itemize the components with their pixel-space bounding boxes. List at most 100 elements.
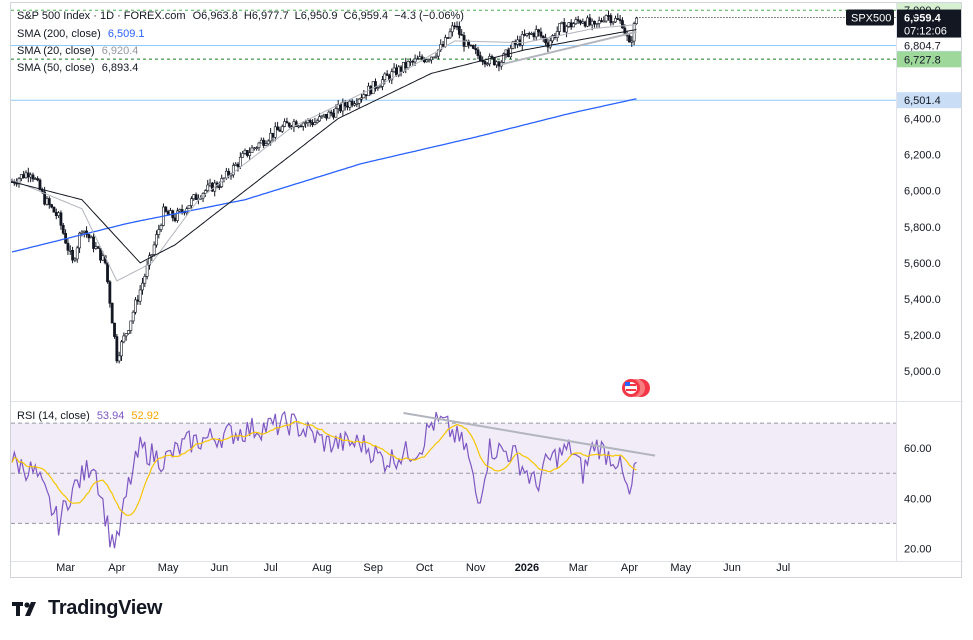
candle-body xyxy=(546,42,550,48)
candle-body xyxy=(206,184,210,191)
candle-body xyxy=(264,143,268,146)
candle-body xyxy=(313,122,317,126)
candle-body xyxy=(124,333,128,337)
rsi-axis-tick-2: 60.00 xyxy=(904,443,932,455)
candle-body xyxy=(343,101,347,107)
candle-body xyxy=(383,73,387,81)
indicator-sma20[interactable]: SMA (20, close) 6,920.4 xyxy=(17,45,138,57)
candle-body xyxy=(355,102,359,105)
candle-body xyxy=(611,21,615,24)
time-axis-tick-8: Nov xyxy=(466,562,486,574)
candle-body xyxy=(350,100,354,106)
sma50-label: SMA (50, close) xyxy=(17,62,95,74)
candle-body xyxy=(248,152,252,156)
candle-body xyxy=(551,35,554,42)
sma-line-20 xyxy=(11,24,637,282)
candle-body xyxy=(143,276,147,284)
indicator-sma200[interactable]: SMA (200, close) 6,509.1 xyxy=(17,28,145,40)
candle-body xyxy=(54,211,58,216)
sma200-label: SMA (200, close) xyxy=(17,28,101,40)
time-axis-tick-11: Apr xyxy=(621,562,638,574)
candle-body xyxy=(29,174,33,178)
candle-body xyxy=(429,56,433,61)
level-tag-3: 6,727.8 xyxy=(897,51,961,68)
candle-body xyxy=(492,57,496,66)
candle-body xyxy=(416,58,419,61)
candle-body xyxy=(266,140,270,145)
candle-body xyxy=(262,139,266,146)
candle-body xyxy=(525,33,529,36)
time-axis-tick-6: Sep xyxy=(363,562,383,574)
sma20-value: 6,920.4 xyxy=(101,45,139,57)
price-axis-tick-1: 5,200.0 xyxy=(904,330,941,342)
sma20-label: SMA (20, close) xyxy=(17,45,95,57)
candle-body xyxy=(411,60,415,63)
rsi-value: 53.94 xyxy=(96,410,125,422)
candle-body xyxy=(141,282,144,291)
symbol-title: S&P 500 Index · 1D · FOREX.com xyxy=(17,10,186,22)
candle-body xyxy=(280,126,284,132)
price-axis-tick-0: 5,000.0 xyxy=(904,366,941,378)
candle-body xyxy=(138,289,142,302)
candle-body xyxy=(399,66,403,72)
candle-body xyxy=(89,236,93,239)
candle-body xyxy=(159,225,163,230)
candle-body xyxy=(562,22,566,33)
candle-body xyxy=(593,20,596,25)
indicator-sma50[interactable]: SMA (50, close) 6,893.4 xyxy=(17,62,138,74)
candle-body xyxy=(574,19,578,25)
candle-body xyxy=(192,194,196,200)
candle-body xyxy=(36,178,40,181)
candle-body xyxy=(148,255,151,266)
time-axis-tick-4: Jul xyxy=(264,562,278,574)
candle-body xyxy=(127,330,130,334)
candle-body xyxy=(33,178,37,180)
candle-body xyxy=(614,18,617,23)
indicator-rsi[interactable]: RSI (14, close) 53.94 52.92 xyxy=(17,410,159,422)
candle-body xyxy=(439,44,443,51)
candle-body xyxy=(364,94,368,97)
candle-body xyxy=(306,119,310,123)
candle-body xyxy=(120,341,123,357)
candle-body xyxy=(434,55,438,58)
currency-label[interactable]: USD xyxy=(898,8,922,20)
candles-group xyxy=(11,10,638,364)
candle-body xyxy=(273,126,277,138)
candle-body xyxy=(87,234,91,239)
events-flag-icon xyxy=(622,379,650,397)
candle-body xyxy=(31,174,35,180)
candle-body xyxy=(271,132,275,138)
rsi-ma-value: 52.92 xyxy=(131,410,159,422)
candle-body xyxy=(402,62,405,72)
candle-body xyxy=(236,163,240,167)
candle-body xyxy=(68,249,72,252)
level-tag-1: 6,804.7 xyxy=(897,37,961,54)
candle-body xyxy=(569,22,573,28)
candle-body xyxy=(390,71,394,81)
time-axis-tick-2: May xyxy=(158,562,179,574)
candle-body xyxy=(101,255,105,261)
level-tag-text: 6,501.4 xyxy=(904,95,941,107)
chart-frame[interactable]: 5,000.0 5,200.0 5,400.0 5,600.0 5,800.0 6,000… xyxy=(10,2,963,579)
candle-body xyxy=(478,55,482,62)
candle-body xyxy=(488,56,492,65)
price-axis-tick-6: 6,200.0 xyxy=(904,150,941,162)
candle-body xyxy=(602,20,606,23)
candle-body xyxy=(560,22,564,24)
candle-body xyxy=(243,150,247,154)
price-axis-tick-3: 5,600.0 xyxy=(904,258,941,270)
candle-body xyxy=(502,53,506,63)
candle-body xyxy=(57,212,61,216)
candle-body xyxy=(52,206,56,213)
candle-body xyxy=(75,247,79,260)
candle-body xyxy=(117,355,121,362)
candle-body xyxy=(108,281,112,304)
chart-svg[interactable]: 5,000.0 5,200.0 5,400.0 5,600.0 5,800.0 6,000… xyxy=(11,3,963,579)
candle-body xyxy=(616,18,620,20)
candle-body xyxy=(474,48,478,51)
candle-body xyxy=(190,198,193,206)
time-axis-tick-14: Jul xyxy=(776,562,790,574)
tradingview-logo[interactable]: TradingView xyxy=(12,597,162,620)
candle-body xyxy=(80,231,84,234)
candle-body xyxy=(329,111,333,114)
